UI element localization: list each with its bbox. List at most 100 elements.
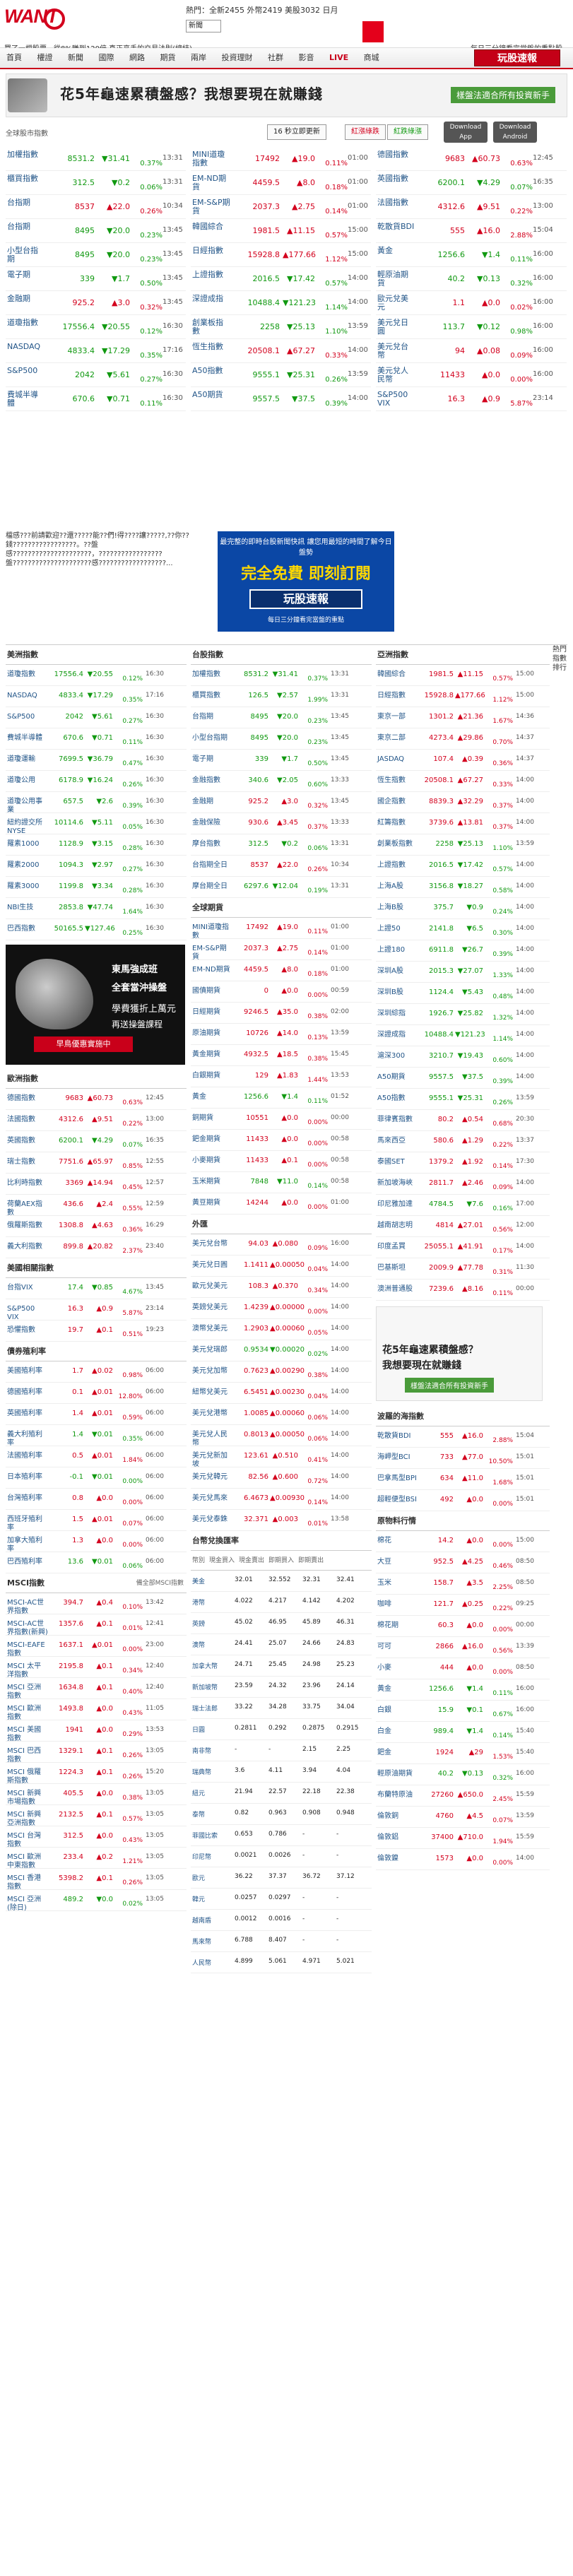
quote-row[interactable]: 德國殖利率 0.1 ▲0.01 12.80% 06:00	[6, 1383, 187, 1404]
quote-name[interactable]: 櫃買指數	[7, 174, 38, 183]
quote-name[interactable]: 國企指數	[377, 798, 406, 805]
quote-row[interactable]: 澳洲普通股 7239.6 ▲8.16 0.11% 00:00	[376, 1280, 550, 1301]
quote-row[interactable]: 上證180 6911.8 ▼26.7 0.39% 14:00	[376, 940, 550, 962]
quote-name[interactable]: 輕原油期貨	[377, 270, 408, 288]
quote-name[interactable]: 道瓊公用	[7, 776, 35, 784]
quote-row[interactable]: 羅素3000 1199.8 ▼3.34 0.28% 16:30	[6, 877, 187, 898]
quote-name[interactable]: NASDAQ	[7, 342, 41, 351]
quote-name[interactable]: 法國殖利率	[7, 1452, 42, 1460]
nav-item-live[interactable]: LIVE	[329, 53, 349, 62]
quote-row[interactable]: 美國殖利率 1.7 ▲0.02 0.98% 06:00	[6, 1361, 187, 1383]
quote-name[interactable]: EM-S&P期貨	[192, 198, 230, 215]
quote-name[interactable]: 上證180	[377, 946, 406, 954]
refresh-button[interactable]: 16 秒立即更新	[267, 124, 326, 140]
quote-row[interactable]: 道瓊指數 17556.4 ▼20.55 0.12% 16:30	[6, 315, 186, 339]
quote-name[interactable]: 紅籌指數	[377, 819, 406, 827]
quote-row[interactable]: 可可 2866 ▲16.0 0.56% 13:39	[376, 1637, 550, 1658]
quote-row[interactable]: S&P500 2042 ▼5.61 0.27% 16:30	[6, 363, 186, 387]
quote-row[interactable]: MSCI-EAFE指數 1637.1 ▲0.01 0.00% 23:00	[6, 1636, 187, 1658]
quote-name[interactable]: MSCI 美國指數	[7, 1726, 42, 1742]
twd-rate-row[interactable]: 日圓 0.2811 0.292 0.2875 0.2915	[191, 1719, 372, 1740]
quote-name[interactable]: 櫃買指數	[192, 692, 220, 699]
nav-item-web[interactable]: 網路	[129, 53, 145, 62]
course-ad[interactable]: 東馬強成班 全套當沖操盤 學費獲折上萬元 再送操盤課程 早鳥優惠實施中	[6, 945, 185, 1065]
quote-name[interactable]: 電子期	[192, 755, 213, 763]
quote-row[interactable]: 巴西殖利率 13.6 ▼0.01 0.06% 06:00	[6, 1552, 187, 1573]
quote-row[interactable]: 羅素2000 1094.3 ▼2.97 0.27% 16:30	[6, 856, 187, 877]
quote-row[interactable]: 小麥 444 ▲0.0 0.00% 08:50	[376, 1658, 550, 1679]
quote-name[interactable]: 黃金期貨	[192, 1051, 220, 1058]
quote-row[interactable]: 英鎊兌美元 1.4239 ▲0.00000 0.00% 14:00	[191, 1298, 372, 1319]
quote-row[interactable]: 棉花 14.2 ▲0.0 0.00% 15:00	[376, 1531, 550, 1552]
quote-row[interactable]: 荷蘭AEX指數 436.6 ▲2.4 0.55% 12:59	[6, 1195, 187, 1217]
quote-row[interactable]: 德國指數 9683 ▲60.73 0.63% 12:45	[376, 147, 567, 171]
twd-rate-row[interactable]: 澳幣 24.41 25.07 24.66 24.83	[191, 1634, 372, 1655]
quote-row[interactable]: 倫敦銅 4760 ▲4.5 0.07% 13:59	[376, 1807, 550, 1828]
nav-item-investing[interactable]: 投資理財	[221, 53, 253, 62]
quote-name[interactable]: 台指VIX	[7, 1284, 33, 1292]
quote-name[interactable]: EM-ND期貨	[192, 174, 227, 191]
quote-name[interactable]: A50指數	[377, 1094, 406, 1102]
quote-name[interactable]: 羅素2000	[7, 861, 40, 869]
quote-name[interactable]: 美元兌日圓	[192, 1261, 228, 1269]
quote-name[interactable]: 小麥	[377, 1664, 391, 1672]
quote-name[interactable]: 美元兌馬來	[192, 1494, 228, 1502]
quote-row[interactable]: 東京一部 1301.2 ▲21.36 1.67% 14:36	[376, 707, 550, 728]
quote-row[interactable]: 玉米 158.7 ▲3.5 2.25% 08:50	[376, 1573, 550, 1595]
nav-item-futures[interactable]: 期貨	[160, 53, 176, 62]
quote-name[interactable]: 上證指數	[377, 861, 406, 869]
quote-name[interactable]: A50期貨	[377, 1073, 406, 1081]
quote-name[interactable]: 巴西殖利率	[7, 1558, 42, 1566]
quote-row[interactable]: S&P500 VIX 16.3 ▲0.9 5.87% 23:14	[6, 1299, 187, 1321]
quote-name[interactable]: 深圳B股	[377, 988, 403, 996]
quote-row[interactable]: 上證指數 2016.5 ▼17.42 0.57% 14:00	[191, 267, 371, 291]
quote-name[interactable]: 金融保險	[192, 819, 220, 827]
quote-name[interactable]: 摩台期全日	[192, 882, 228, 890]
quote-row[interactable]: 恆生指數 20508.1 ▲67.27 0.33% 14:00	[376, 771, 550, 792]
quote-name[interactable]: MSCI 香港指數	[7, 1874, 42, 1891]
quick-report-badge[interactable]: 玩股速報	[474, 49, 560, 66]
quote-name[interactable]: 澳洲普通股	[377, 1285, 413, 1293]
quote-name[interactable]: 馬來西亞	[377, 1137, 406, 1145]
quote-row[interactable]: 超輕便型BSI 492 ▲0.0 0.00% 15:01	[376, 1490, 550, 1511]
quote-row[interactable]: 小麥期貨 11433 ▲0.1 0.00% 00:58	[191, 1151, 372, 1172]
quote-row[interactable]: 德國指數 9683 ▲60.73 0.63% 12:45	[6, 1089, 187, 1110]
quote-row[interactable]: 小型台指期 8495 ▼20.0 0.23% 13:45	[6, 243, 186, 267]
quote-row[interactable]: 上證50 2141.8 ▼6.5 0.30% 14:00	[376, 919, 550, 940]
quote-name[interactable]: 英鎊兌美元	[192, 1304, 228, 1311]
quote-row[interactable]: 美元兌馬來 6.4673 ▲0.00930 0.14% 14:00	[191, 1489, 372, 1510]
quote-row[interactable]: EM-ND期貨 4459.5 ▲8.0 0.18% 01:00	[191, 171, 371, 195]
quote-row[interactable]: 西班牙殖利率 1.5 ▲0.01 0.07% 06:00	[6, 1510, 187, 1532]
quote-name[interactable]: S&P500 VIX	[7, 1305, 35, 1321]
quote-row[interactable]: A50指數 9555.1 ▼25.31 0.26% 13:59	[191, 363, 371, 387]
quote-name[interactable]: 歐元兌美元	[192, 1282, 228, 1290]
quote-name[interactable]: 德國指數	[377, 150, 408, 159]
quote-name[interactable]: 鈀金	[377, 1749, 391, 1756]
quote-row[interactable]: 摩台指數 312.5 ▼0.2 0.06% 13:31	[191, 834, 372, 856]
nav-item-mall[interactable]: 商城	[363, 53, 379, 62]
quote-row[interactable]: 深圳A股 2015.3 ▼27.07 1.33% 14:00	[376, 962, 550, 983]
quote-name[interactable]: 泰國SET	[377, 1158, 405, 1166]
quote-row[interactable]: MSCI 歐洲中東指數 233.4 ▲0.2 1.21% 13:05	[6, 1848, 187, 1869]
app-store-button[interactable]: Download App	[444, 122, 488, 143]
red-up-green-down-button[interactable]: 紅漲綠跌	[345, 124, 386, 140]
quote-row[interactable]: NASDAQ 4833.4 ▼17.29 0.35% 17:16	[6, 686, 187, 707]
quote-name[interactable]: 國債期貨	[192, 987, 220, 995]
twd-rate-row[interactable]: 泰幣 0.82 0.963 0.908 0.948	[191, 1804, 372, 1825]
quote-name[interactable]: 深證成指	[377, 1031, 406, 1039]
quote-name[interactable]: MINI道瓊指數	[192, 150, 225, 167]
quote-name[interactable]: EM-S&P期貨	[192, 945, 227, 961]
quote-row[interactable]: 金融期 925.2 ▲3.0 0.32% 13:45	[6, 291, 186, 315]
quote-name[interactable]: 美國殖利率	[7, 1367, 42, 1375]
quote-row[interactable]: A50期貨 9557.5 ▼37.5 0.39% 14:00	[191, 387, 371, 411]
quote-row[interactable]: 黃金 1256.6 ▼1.4 0.11% 01:52	[191, 1087, 372, 1109]
quote-name[interactable]: 日經期貨	[192, 1008, 220, 1016]
quote-row[interactable]: 泰國SET 1379.2 ▲1.92 0.14% 17:30	[376, 1152, 550, 1174]
twd-rate-row[interactable]: 馬來幣 6.788 8.407 - -	[191, 1931, 372, 1952]
quote-name[interactable]: 深證成指	[192, 294, 223, 303]
quote-row[interactable]: 義大利指數 899.8 ▲20.82 2.37% 23:40	[6, 1237, 187, 1258]
quote-row[interactable]: 美元兌台幣 94 ▲0.08 0.09% 16:00	[376, 339, 567, 363]
quote-name[interactable]: MSCI-AC世界指數(新興)	[7, 1620, 48, 1636]
quote-name[interactable]: 美元兌港幣	[192, 1410, 228, 1417]
quote-name[interactable]: 義大利指數	[7, 1243, 42, 1251]
